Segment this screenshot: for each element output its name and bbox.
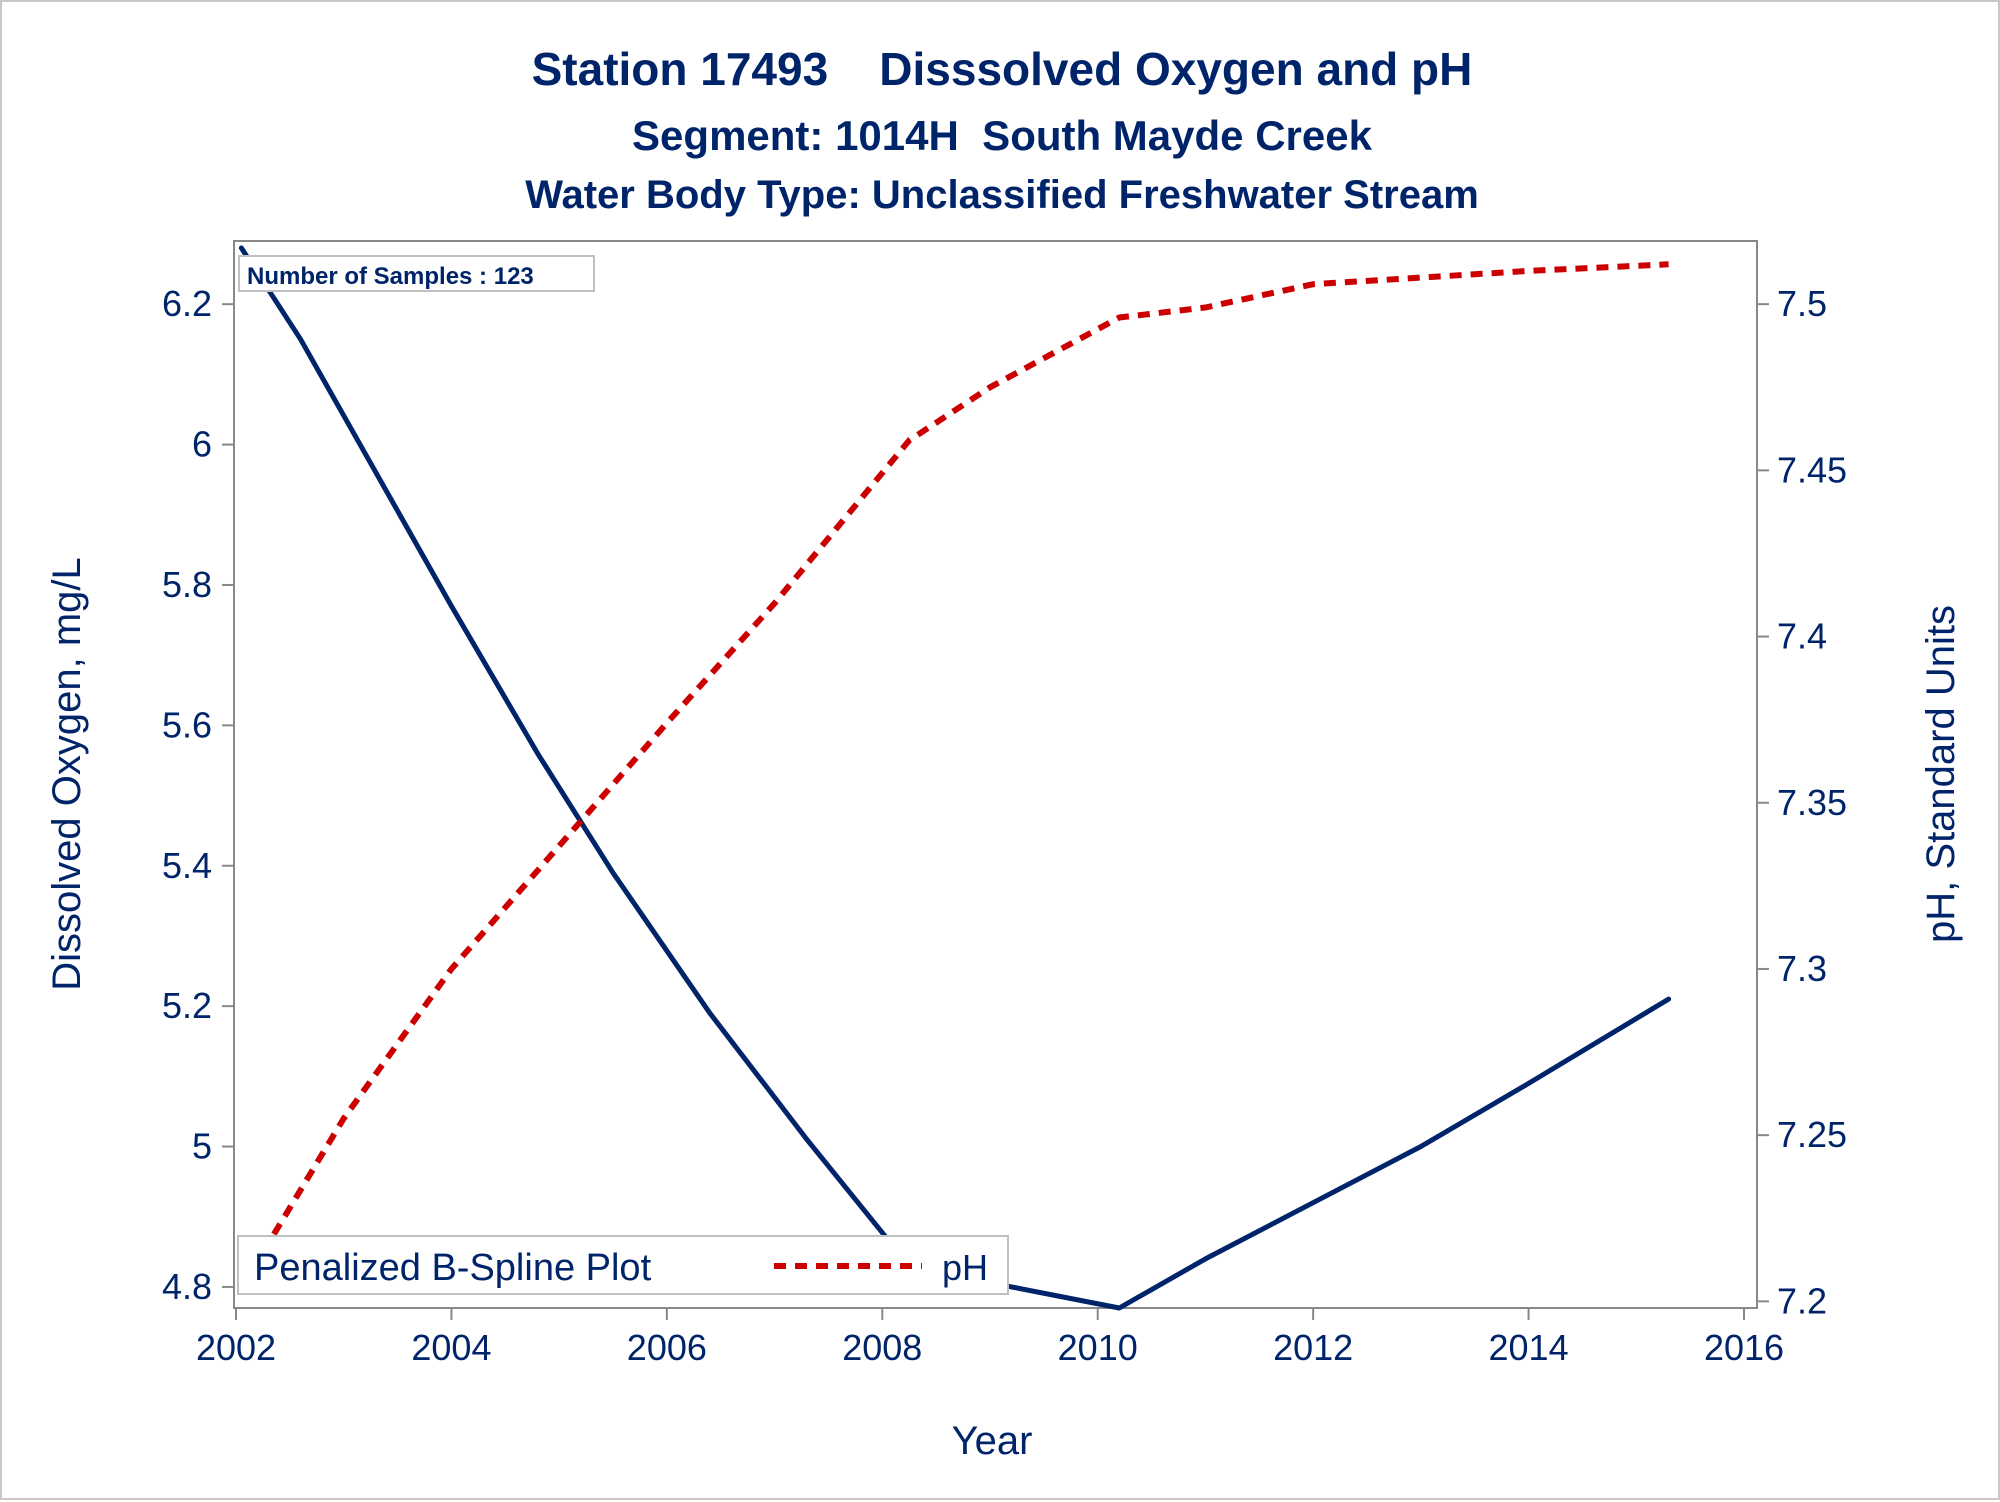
sample-count-box: Number of Samples : 123 [238,255,595,292]
x-tick-label: 2012 [1273,1327,1353,1368]
series-layer [238,245,1672,1311]
y2-tick-label: 7.4 [1777,616,1827,657]
y2-tick-label: 7.45 [1777,449,1847,490]
series-line-ph [238,261,1669,1290]
y-axis-label-right: pH, Standard Units [1919,605,1963,943]
y-tick-label: 5 [192,1126,212,1167]
y-tick-label: 6.2 [162,283,212,324]
legend-entry-ph: pH [942,1247,988,1288]
y-tick-label: 5.8 [162,564,212,605]
y-axis-right: 7.2 7.25 7.3 7.35 7.4 7.45 7.5 [1757,283,1847,1321]
y-tick-label: 5.6 [162,704,212,745]
sample-count-label: Number of Samples : 123 [247,263,534,290]
chart-subtitle-2: Water Body Type: Unclassified Freshwater… [525,173,1479,217]
y-axis-label-left: Dissolved Oxygen, mg/L [45,557,89,991]
x-tick-label: 2008 [842,1327,922,1368]
y2-tick-label: 7.3 [1777,948,1827,989]
y-tick-label: 6 [192,424,212,465]
y-tick-label: 5.4 [162,845,212,886]
y2-tick-label: 7.5 [1777,283,1827,324]
x-tick-label: 2006 [627,1327,707,1368]
y2-tick-label: 7.25 [1777,1114,1847,1155]
y-tick-label: 5.2 [162,985,212,1026]
x-tick-label: 2010 [1058,1327,1138,1368]
x-axis-label: Year [952,1419,1033,1463]
legend-entry-spline: Penalized B-Spline Plot [254,1247,652,1289]
y-tick-label: 4.8 [162,1266,212,1307]
x-tick-label: 2016 [1704,1327,1784,1368]
y2-tick-label: 7.35 [1777,782,1847,823]
x-axis: 2002 2004 2006 2008 2010 2012 2014 2016 [196,1308,1784,1368]
plot-area [233,240,1758,1309]
x-tick-label: 2002 [196,1327,276,1368]
legend: Penalized B-Spline Plot pH [237,1235,1009,1295]
x-tick-label: 2004 [411,1327,491,1368]
chart-subtitle: Segment: 1014H South Mayde Creek [632,112,1373,159]
x-tick-label: 2014 [1489,1327,1569,1368]
chart-title: Station 17493 Disssolved Oxygen and pH [532,43,1473,95]
series-line-dissolved-oxygen [238,245,1672,1311]
y2-tick-label: 7.2 [1777,1280,1827,1321]
y-axis-left: 4.8 5 5.2 5.4 5.6 5.8 6 6.2 [162,283,234,1307]
